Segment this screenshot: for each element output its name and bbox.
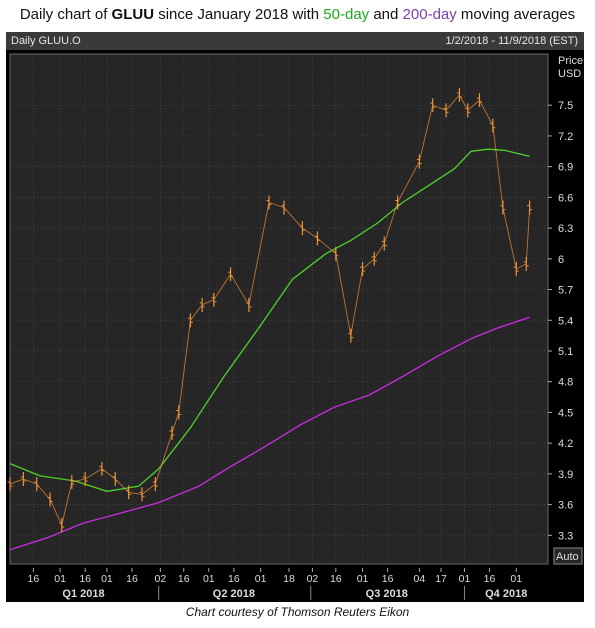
x-tick-label: 16 — [330, 573, 342, 585]
x-axis-strip — [10, 568, 582, 584]
y-tick-label: 3.6 — [558, 500, 573, 512]
quarter-label: Q1 2018 — [62, 588, 104, 600]
chart-instrument-label: Daily GLUU.O — [11, 35, 81, 47]
x-tick-label: 02 — [307, 573, 319, 585]
x-tick-label: 01 — [459, 573, 471, 585]
auto-scale-label: Auto — [556, 551, 579, 563]
y-axis-label: Price — [558, 55, 583, 67]
x-tick-label: 18 — [283, 573, 295, 585]
y-tick-label: 6.3 — [558, 223, 573, 235]
x-tick-label: 16 — [79, 573, 91, 585]
chart-credit: Chart courtesy of Thomson Reuters Eikon — [185, 605, 410, 619]
y-tick-label: 6.6 — [558, 192, 573, 204]
y-tick-label: 6.9 — [558, 162, 573, 174]
x-tick-label: 16 — [28, 573, 40, 585]
title-suffix: moving averages — [456, 6, 576, 23]
quarter-label: Q2 2018 — [213, 588, 255, 600]
y-tick-label: 3.9 — [558, 469, 573, 481]
quarter-label: Q4 2018 — [485, 588, 527, 600]
auto-scale-box — [553, 547, 583, 565]
x-tick-label: 01 — [510, 573, 522, 585]
x-tick-label: 17 — [435, 573, 447, 585]
y-tick-label: 6 — [558, 254, 564, 266]
y-tick-label: 4.2 — [558, 438, 573, 450]
x-tick-label: 04 — [414, 573, 426, 585]
series-200-day-line — [9, 316, 530, 551]
x-tick-label: 16 — [228, 573, 240, 585]
title-ticker: GLUU — [111, 6, 155, 23]
chart-header: Daily GLUU.O 1/2/2018 - 11/9/2018 (EST) — [6, 32, 584, 50]
chart-frame: Daily GLUU.O 1/2/2018 - 11/9/2018 (EST) … — [6, 32, 584, 602]
x-tick-label: 02 — [155, 573, 167, 585]
x-tick-label: 16 — [178, 573, 190, 585]
x-tick-label: 01 — [54, 573, 66, 585]
chart-date-range: 1/2/2018 - 11/9/2018 (EST) — [445, 35, 579, 47]
title-and: and — [369, 6, 403, 23]
y-tick-label: 7.2 — [558, 131, 573, 143]
x-tick-label: 01 — [357, 573, 369, 585]
y-tick-label: 5.4 — [558, 315, 573, 327]
title-ma200: 200-day — [402, 6, 457, 23]
title-middle: since January 2018 with — [154, 6, 324, 23]
x-tick-label: 16 — [382, 573, 394, 585]
plot-area — [9, 53, 549, 565]
y-tick-label: 4.5 — [558, 407, 573, 419]
y-tick-label: 5.7 — [558, 285, 573, 297]
y-tick-label: 3.3 — [558, 530, 573, 542]
series-price-line — [9, 94, 531, 527]
quarter-strip — [6, 586, 584, 600]
y-tick-label: 7.5 — [558, 100, 573, 112]
x-tick-label: 16 — [126, 573, 138, 585]
title-prefix: Daily chart of — [19, 6, 112, 23]
y-axis-unit: USD — [558, 68, 581, 80]
quarter-label: Q3 2018 — [366, 588, 408, 600]
x-tick-label: 16 — [484, 573, 496, 585]
x-tick-label: 01 — [255, 573, 267, 585]
x-tick-label: 01 — [101, 573, 113, 585]
title-ma50: 50-day — [323, 6, 370, 23]
y-tick-label: 5.1 — [558, 346, 573, 358]
series-50-day-line — [9, 148, 530, 492]
chart-title: Daily chart of GLUU since January 2018 w… — [0, 6, 595, 23]
price-chart: 3.3 3.6 3.9 4.2 4.5 4.8 5.1 5.4 5.7 6 6.3 6.6 6.9 7.2… — [6, 53, 584, 600]
y-tick-label: 4.8 — [558, 377, 573, 389]
x-tick-label: 01 — [203, 573, 215, 585]
